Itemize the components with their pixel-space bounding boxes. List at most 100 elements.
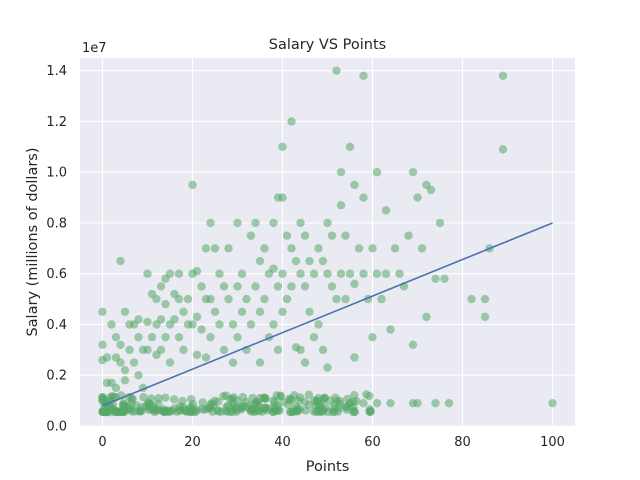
y-offset-label: 1e7 [82,41,107,56]
scatter-point [251,282,260,291]
scatter-point [174,269,184,278]
scatter-point [296,218,305,228]
scatter-point [341,294,350,304]
scatter-point [200,405,209,415]
scatter-point [260,294,269,304]
scatter-point [98,307,107,316]
scatter-point [285,396,295,405]
scatter-point [314,320,323,329]
scatter-point [260,393,269,402]
scatter-point [273,282,283,291]
scatter-point [349,406,359,416]
scatter-point [116,340,125,349]
scatter-point [359,398,368,408]
scatter-point [129,358,139,367]
scatter-point [201,244,211,253]
scatter-point [342,402,351,412]
scatter-point [408,340,418,349]
scatter-point [178,396,187,406]
scatter-point [226,395,235,404]
scatter-point [278,269,287,278]
scatter-point [174,332,184,342]
scatter-point [224,294,233,304]
scatter-point [111,407,121,417]
scatter-point [161,393,170,402]
scatter-point [170,315,179,324]
scatter-point [215,320,224,329]
scatter-point [251,218,260,228]
scatter-point [192,312,202,322]
scatter-point [275,406,284,415]
scatter-point [386,398,395,408]
x-tick-label: 80 [454,435,471,450]
scatter-point [343,394,352,404]
scatter-point [498,145,508,154]
scatter-point [228,358,238,367]
scatter-point [98,340,107,349]
scatter-point [332,66,341,75]
scatter-point [372,398,382,408]
scatter-point [180,405,190,415]
scatter-point [270,398,280,407]
scatter-point [219,345,229,355]
y-tick-label: 1.2 [46,115,67,130]
scatter-point [350,353,359,362]
scatter-point [362,390,371,399]
scatter-point [417,244,427,253]
tick-labels: 0 20 40 60 80 100 0.0 0.2 0.4 0.6 0.8 1.0 1.2 1.4 [46,64,565,450]
scatter-point [395,269,404,278]
scatter-point [332,396,342,406]
y-tick-label: 0.8 [46,216,67,231]
scatter-point [255,406,264,415]
scatter-point [215,269,224,278]
scatter-point [467,294,476,304]
scatter-point [206,294,215,304]
scatter-point [318,345,328,355]
scatter-point [165,269,175,278]
scatter-point [125,345,134,355]
scatter-point [282,294,292,304]
scatter-point [156,282,166,291]
scatter-point [368,244,377,253]
x-tick-label: 20 [184,435,201,450]
scatter-point [377,294,386,304]
scatter-point [350,279,359,289]
scatter-point [287,282,296,291]
scatter-point [282,231,292,240]
scatter-point [435,218,445,228]
y-tick-label: 0.2 [46,369,67,384]
scatter-point [440,274,449,283]
scatter-point [260,244,269,253]
scatter-point [314,244,323,253]
scatter-point [345,269,355,278]
scatter-point [161,332,170,342]
scatter-point [309,269,319,278]
scatter-point [269,218,278,228]
scatter-point [127,407,137,416]
scatter-point [350,180,359,190]
scatter-point [233,332,242,342]
scatter-point [269,320,278,329]
scatter-point [111,332,121,342]
scatter-point [139,393,148,402]
scatter-point [381,269,391,278]
scatter-point [305,307,314,316]
scatter-point [183,294,193,304]
scatter-point [296,345,305,355]
scatter-point [316,401,325,410]
scatter-point [156,315,166,324]
scatter-point [222,403,231,412]
scatter-point [368,332,377,342]
scatter-point [372,269,382,278]
scatter-point [341,231,350,240]
scatter-point [332,294,341,304]
scatter-point [144,401,154,410]
x-tick-label: 100 [540,435,565,450]
scatter-point [228,320,238,329]
scatter-point [143,269,152,278]
scatter-point [237,269,247,278]
scatter-points [98,66,557,417]
scatter-point [156,345,166,355]
scatter-point [107,320,116,329]
y-tick-label: 1.0 [46,166,67,181]
